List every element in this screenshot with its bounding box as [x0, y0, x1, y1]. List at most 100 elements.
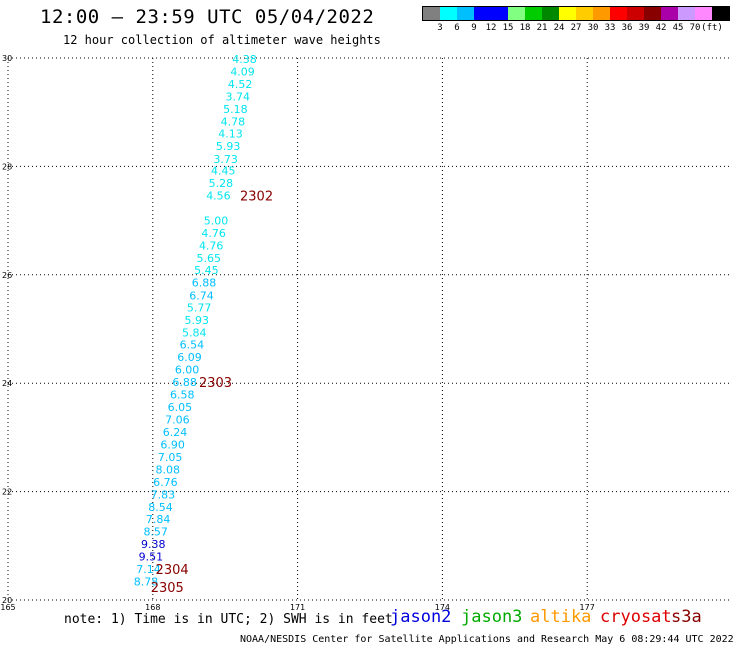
y-tick-label: 30	[2, 54, 12, 63]
wave-height-point: 5.93	[216, 140, 241, 153]
wave-height-point: 8.08	[156, 463, 181, 476]
satellite-legend-item: s3a	[671, 607, 702, 627]
legend-label: 24	[553, 23, 565, 33]
legend-swatch	[610, 7, 627, 20]
satellite-legend-item: cryosat	[600, 607, 672, 627]
legend-label: 6	[454, 23, 460, 33]
legend-swatch	[525, 7, 542, 20]
wave-height-point: 6.58	[170, 389, 195, 402]
satellite-legend-item: jason3	[461, 607, 523, 627]
x-tick-label: 165	[0, 603, 15, 612]
pass-id-label: 2305	[151, 581, 184, 596]
wave-height-point: 7.06	[165, 414, 190, 427]
legend-label: 36	[621, 23, 633, 33]
legend-swatch	[542, 7, 559, 20]
legend-swatch	[593, 7, 610, 20]
legend-label: 70	[689, 23, 701, 33]
legend-swatch	[457, 7, 474, 20]
wave-height-point: 7.83	[151, 488, 176, 501]
y-tick-label: 26	[2, 271, 12, 280]
wave-height-point: 4.76	[201, 227, 226, 240]
wave-height-point: 5.65	[197, 252, 222, 265]
x-tick-label: 168	[145, 603, 160, 612]
wave-height-point: 6.88	[172, 376, 197, 389]
wave-height-point: 8.57	[143, 526, 168, 539]
x-tick-label: 171	[290, 603, 305, 612]
legend-swatch	[712, 7, 729, 20]
y-tick-label: 20	[2, 596, 12, 605]
wave-height-point: 4.56	[206, 190, 231, 203]
legend-label: 15	[502, 23, 514, 33]
footnote: note: 1) Time is in UTC; 2) SWH is in fe…	[64, 612, 393, 627]
legend-swatch	[423, 7, 440, 20]
wave-height-point: 6.74	[189, 289, 214, 302]
legend-swatch	[661, 7, 678, 20]
legend-swatch	[678, 7, 695, 20]
wave-height-point: 7.14	[136, 563, 161, 576]
legend-label: 27	[570, 23, 582, 33]
wave-height-point: 4.45	[211, 165, 236, 178]
pass-id-label: 2302	[240, 190, 273, 205]
legend-swatch	[508, 7, 525, 20]
wave-height-point: 6.76	[153, 476, 178, 489]
legend-swatch	[576, 7, 593, 20]
y-tick-label: 28	[2, 162, 12, 171]
wave-height-point: 3.73	[213, 153, 238, 166]
wave-height-point: 5.18	[223, 103, 248, 116]
wave-height-point: 8.78	[134, 576, 159, 589]
wave-height-point: 4.09	[230, 66, 255, 79]
wave-height-point: 4.76	[199, 240, 224, 253]
wave-height-point: 4.38	[232, 53, 257, 66]
legend-label: 45	[672, 23, 684, 33]
wave-height-point: 3.74	[225, 90, 250, 103]
wave-height-point: 7.84	[146, 513, 171, 526]
legend-swatch	[695, 7, 712, 20]
legend-swatch	[627, 7, 644, 20]
credit-line: NOAA/NESDIS Center for Satellite Applica…	[240, 634, 734, 645]
legend-label: 21	[536, 23, 548, 33]
y-tick-label: 24	[2, 379, 12, 388]
wave-height-point: 6.00	[175, 364, 200, 377]
legend-swatch	[440, 7, 457, 20]
legend-swatch	[491, 7, 508, 20]
legend-swatch	[559, 7, 576, 20]
color-scale-legend: 3 6 9 12 15 18 21 24 27 30 33 36 39 42 45 70 (ft)	[422, 6, 730, 33]
legend-label: 9	[471, 23, 477, 33]
legend-label: 39	[638, 23, 650, 33]
wave-height-point: 6.90	[160, 438, 185, 451]
wave-height-point: 6.24	[163, 426, 188, 439]
legend-label: 33	[604, 23, 616, 33]
x-tick-label: 177	[580, 603, 595, 612]
satellite-legend-item: altika	[530, 607, 592, 627]
wave-height-point: 8.54	[148, 501, 173, 514]
legend-label: 3	[437, 23, 443, 33]
x-tick-label: 174	[435, 603, 450, 612]
wave-height-point: 4.52	[228, 78, 253, 91]
wave-height-point: 6.54	[180, 339, 205, 352]
legend-label: (ft)	[701, 23, 723, 33]
pass-id-label: 2304	[156, 563, 189, 578]
legend-label: 12	[485, 23, 497, 33]
wave-height-point: 7.05	[158, 451, 183, 464]
legend-label: 18	[519, 23, 531, 33]
wave-height-point: 4.78	[221, 115, 246, 128]
legend-swatch	[474, 7, 491, 20]
wave-height-point: 5.93	[184, 314, 209, 327]
wave-height-point: 9.51	[139, 551, 164, 564]
wave-height-point: 6.05	[168, 401, 193, 414]
pass-id-label: 2303	[199, 376, 232, 391]
wave-height-point: 6.88	[192, 276, 217, 289]
wave-height-point: 5.77	[187, 301, 212, 314]
page-subtitle: 12 hour collection of altimeter wave hei…	[63, 33, 381, 47]
legend-swatch	[644, 7, 661, 20]
wave-height-point: 5.45	[194, 264, 219, 277]
satellite-legend-item: jason2	[390, 607, 452, 627]
legend-label: 30	[587, 23, 599, 33]
y-tick-label: 22	[2, 488, 12, 497]
legend-swatch-bar	[422, 6, 730, 21]
wave-height-point: 5.84	[182, 326, 207, 339]
wave-height-point: 4.13	[218, 127, 243, 140]
wave-height-point: 5.28	[209, 177, 234, 190]
wave-height-point: 6.09	[177, 351, 202, 364]
